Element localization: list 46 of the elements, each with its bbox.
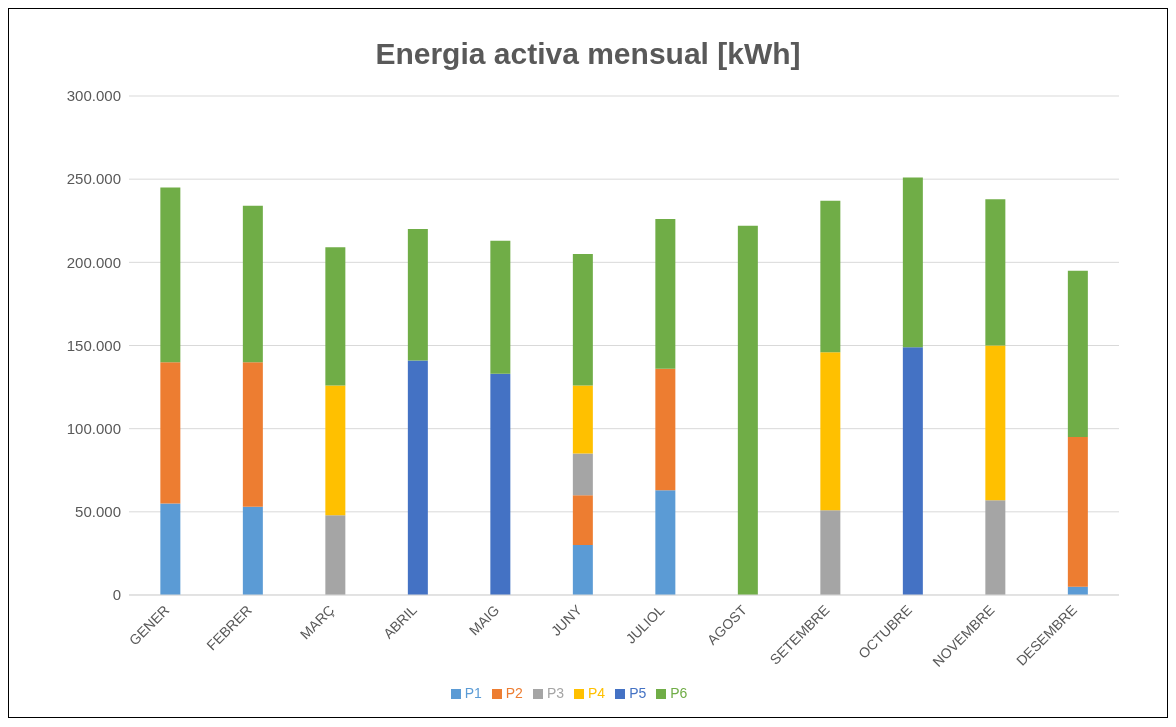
bar <box>572 545 593 595</box>
legend-label: P3 <box>546 685 564 701</box>
bar <box>160 187 181 363</box>
y-tick-label: 0 <box>112 586 121 604</box>
bar <box>572 385 593 454</box>
bar <box>242 506 263 595</box>
bar <box>407 229 428 361</box>
chart-title: Energia activa mensual [kWh] <box>374 37 802 71</box>
bar <box>325 515 346 595</box>
bar <box>655 219 676 369</box>
bar <box>572 495 593 546</box>
legend-label: P1 <box>464 685 482 701</box>
bar <box>325 385 346 516</box>
legend-label: P6 <box>670 685 688 701</box>
legend-label: P2 <box>505 685 523 701</box>
y-tick-label: 250.000 <box>66 170 121 188</box>
legend-label: P5 <box>629 685 647 701</box>
bar <box>820 352 841 511</box>
y-tick-label: 200.000 <box>66 253 121 271</box>
bar <box>572 254 593 386</box>
bar <box>490 240 511 374</box>
bar <box>1067 436 1088 587</box>
bar <box>985 500 1006 595</box>
bar <box>820 200 841 353</box>
y-tick-label: 50.000 <box>75 503 121 521</box>
bar <box>655 368 676 491</box>
bar <box>737 225 758 595</box>
bar <box>325 247 346 386</box>
bar <box>242 205 263 363</box>
bar <box>572 453 593 496</box>
bar <box>985 345 1006 501</box>
bar <box>1067 270 1088 437</box>
y-tick-label: 100.000 <box>66 419 121 437</box>
bar <box>242 362 263 507</box>
bar <box>407 360 428 595</box>
bar <box>902 177 923 348</box>
bar <box>820 510 841 595</box>
bar <box>902 347 923 595</box>
bar <box>160 503 181 595</box>
bar <box>655 490 676 595</box>
y-tick-label: 300.000 <box>66 87 121 105</box>
y-tick-label: 150.000 <box>66 336 121 354</box>
bar <box>160 362 181 504</box>
bar <box>985 199 1006 346</box>
bar <box>490 373 511 595</box>
legend-label: P4 <box>588 685 606 701</box>
